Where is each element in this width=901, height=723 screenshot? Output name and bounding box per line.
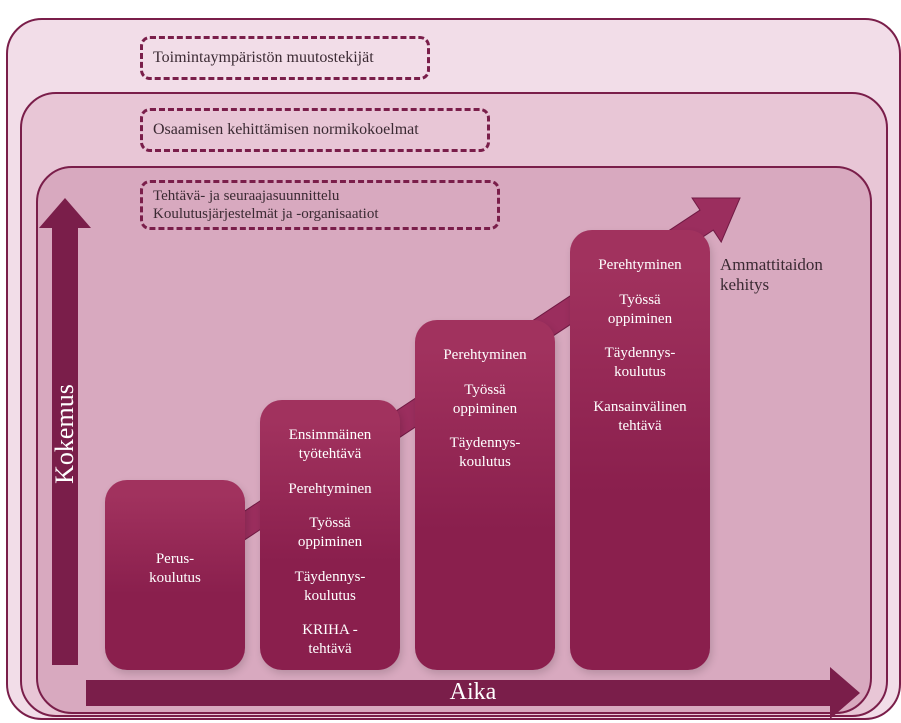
y-axis-label: Kokemus: [50, 374, 80, 494]
x-axis-label: Aika: [433, 679, 513, 706]
bar-3-line-0: Perehtyminen: [423, 346, 547, 365]
bar-2-line-0: Ensimmäinen työtehtävä: [268, 426, 392, 464]
bar-3: Perehtyminen Työssä oppiminen Täydennys- k…: [415, 320, 555, 670]
bar-2-line-3: Täydennys- koulutus: [268, 568, 392, 606]
bar-4-line-3: Kansainvälinen tehtävä: [578, 398, 702, 436]
bar-1: Perus- koulutus: [105, 480, 245, 670]
bar-2-line-2: Työssä oppiminen: [268, 514, 392, 552]
dashed-box-middle: Osaamisen kehittämisen normikokoelmat: [140, 108, 490, 152]
dashed-box-middle-label: Osaamisen kehittämisen normikokoelmat: [153, 120, 477, 139]
bar-3-line-2: Täydennys- koulutus: [423, 434, 547, 472]
diagram-stage: Toimintaympäristön muutostekijät Osaamise…: [0, 0, 901, 723]
bar-2-line-1: Perehtyminen: [268, 480, 392, 499]
dashed-box-outer-label: Toimintaympäristön muutostekijät: [153, 48, 417, 67]
bar-4-line-0: Perehtyminen: [578, 256, 702, 275]
bar-4-line-1: Työssä oppiminen: [578, 291, 702, 329]
trend-label: Ammattitaidon kehitys: [720, 255, 823, 296]
bar-4: Perehtyminen Työssä oppiminen Täydennys- k…: [570, 230, 710, 670]
bar-3-line-1: Työssä oppiminen: [423, 381, 547, 419]
bar-1-line-0: Perus- koulutus: [113, 550, 237, 588]
dashed-box-inner: Tehtävä- ja seuraajasuunnittelu Koulutus…: [140, 180, 500, 230]
dashed-box-outer: Toimintaympäristön muutostekijät: [140, 36, 430, 80]
bar-2-line-4: KRIHA - tehtävä: [268, 621, 392, 659]
bar-4-line-2: Täydennys- koulutus: [578, 344, 702, 382]
dashed-box-inner-label: Tehtävä- ja seuraajasuunnittelu Koulutus…: [153, 187, 487, 223]
bar-2: Ensimmäinen työtehtävä Perehtyminen Työssä…: [260, 400, 400, 670]
